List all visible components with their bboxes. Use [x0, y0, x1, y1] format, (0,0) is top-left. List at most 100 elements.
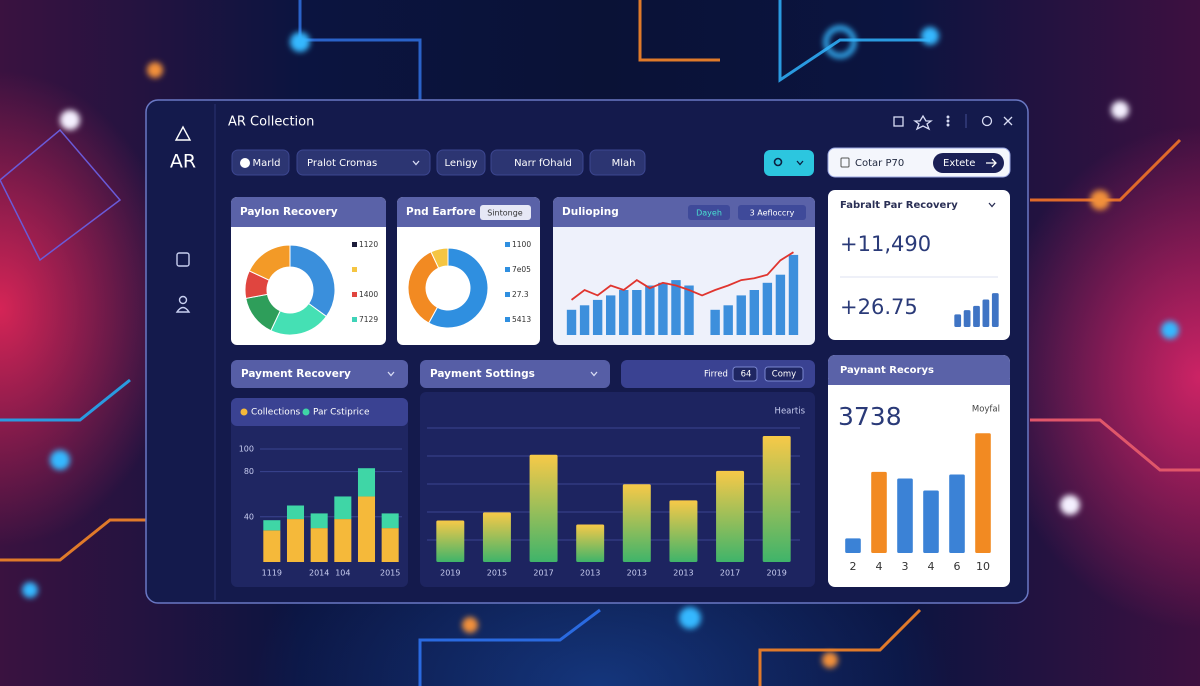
dropdown[interactable]	[420, 360, 610, 388]
kpi-value: +11,490	[840, 232, 931, 256]
x-tick-label: 2019	[767, 569, 787, 578]
filter-chip-text[interactable]: 64	[741, 370, 752, 380]
toolbar-item[interactable]	[231, 149, 290, 176]
bar	[482, 512, 511, 562]
node	[921, 27, 939, 45]
x-tick-label: 1119	[262, 569, 282, 578]
alert-icon[interactable]	[174, 125, 192, 141]
x-tick-label: 4	[876, 560, 883, 573]
bar	[954, 314, 962, 327]
window-controls	[893, 114, 1013, 131]
headline-value: 3738	[838, 402, 902, 431]
bar	[263, 520, 281, 531]
export-button[interactable]	[933, 153, 1004, 173]
legend-label: 1120	[359, 240, 378, 249]
legend-label: 7129	[359, 315, 378, 324]
menu-dot	[946, 119, 950, 123]
bar	[310, 528, 328, 562]
bar	[991, 293, 999, 327]
legend-swatch	[352, 317, 357, 322]
bar	[286, 505, 305, 520]
legend-swatch	[240, 408, 248, 416]
bar	[710, 309, 720, 335]
bar	[334, 496, 352, 520]
bar	[619, 290, 629, 335]
legend-label: 5413	[512, 315, 531, 324]
panel-title: Paylon Recovery	[240, 206, 338, 218]
bar	[381, 528, 399, 562]
dropdown-label: Payment Sottings	[430, 368, 535, 380]
bar	[669, 500, 698, 562]
panel-button[interactable]	[688, 205, 730, 220]
bar	[897, 478, 913, 553]
circuit	[0, 518, 146, 562]
bar	[579, 305, 590, 335]
x-tick-label: 2017	[533, 569, 553, 578]
panel	[420, 392, 815, 587]
panel-button-label: Sintonge	[487, 209, 523, 218]
close-button[interactable]	[1003, 116, 1013, 126]
layout-button[interactable]	[893, 116, 904, 127]
document-icon[interactable]	[176, 252, 190, 267]
toolbar-item[interactable]	[490, 149, 584, 176]
node	[60, 110, 80, 130]
chevron-icon	[796, 160, 804, 166]
panel-button[interactable]	[738, 205, 806, 220]
legend-label: 1100	[512, 240, 531, 249]
toolbar-item-label: Marld	[253, 158, 281, 169]
refresh-button[interactable]	[981, 115, 993, 127]
bar	[749, 290, 760, 335]
dropdown[interactable]	[231, 360, 408, 388]
node	[1161, 321, 1179, 339]
search-button[interactable]	[764, 150, 814, 176]
x-tick-label: 2014	[309, 569, 329, 578]
panel-button-label: 3 Aefloccry	[750, 209, 795, 218]
panel-title: Pnd Earfore	[406, 206, 476, 218]
circuit	[758, 608, 922, 686]
search-icon	[773, 157, 783, 167]
y-tick-label: 40	[244, 512, 254, 521]
toolbar-item[interactable]	[589, 149, 646, 176]
status-dot	[240, 158, 250, 168]
menu-dot	[946, 123, 950, 127]
legend-swatch	[302, 408, 310, 416]
toolbar-item[interactable]	[296, 149, 431, 176]
bar	[334, 519, 352, 562]
circuit	[418, 608, 601, 686]
filter-chip[interactable]	[764, 366, 804, 382]
legend-swatch	[505, 292, 510, 297]
bar	[436, 520, 465, 562]
bar	[357, 496, 376, 562]
x-tick-label: 2	[850, 560, 857, 573]
chevron-icon	[988, 202, 996, 208]
star-button[interactable]	[913, 114, 933, 131]
chart-annotation: Heartis	[775, 407, 806, 417]
app-logo: AR	[170, 151, 196, 173]
bar	[762, 282, 773, 335]
panel	[553, 197, 815, 345]
panel-button[interactable]	[480, 205, 531, 220]
bar	[845, 538, 861, 553]
bar	[684, 285, 694, 335]
circuit	[298, 0, 422, 100]
bar	[982, 299, 990, 327]
filter-chip[interactable]	[732, 366, 758, 382]
bar	[632, 290, 642, 335]
legend-label: Collections	[251, 408, 301, 418]
bar	[736, 295, 746, 335]
donut-segment	[430, 247, 449, 269]
bar	[923, 490, 939, 553]
filter-chip-text[interactable]: Comy	[772, 370, 796, 380]
menu-button[interactable]	[946, 115, 950, 119]
toolbar-item[interactable]	[436, 149, 486, 176]
toolbar-item-label: Pralot Cromas	[307, 158, 377, 169]
circuit	[778, 0, 930, 83]
bar	[263, 530, 281, 562]
export-button-label: Extete	[943, 158, 975, 169]
background-nodes	[22, 25, 1179, 668]
legend-swatch	[505, 317, 510, 322]
user-icon[interactable]	[178, 295, 188, 305]
node	[290, 32, 310, 52]
node	[1111, 101, 1129, 119]
